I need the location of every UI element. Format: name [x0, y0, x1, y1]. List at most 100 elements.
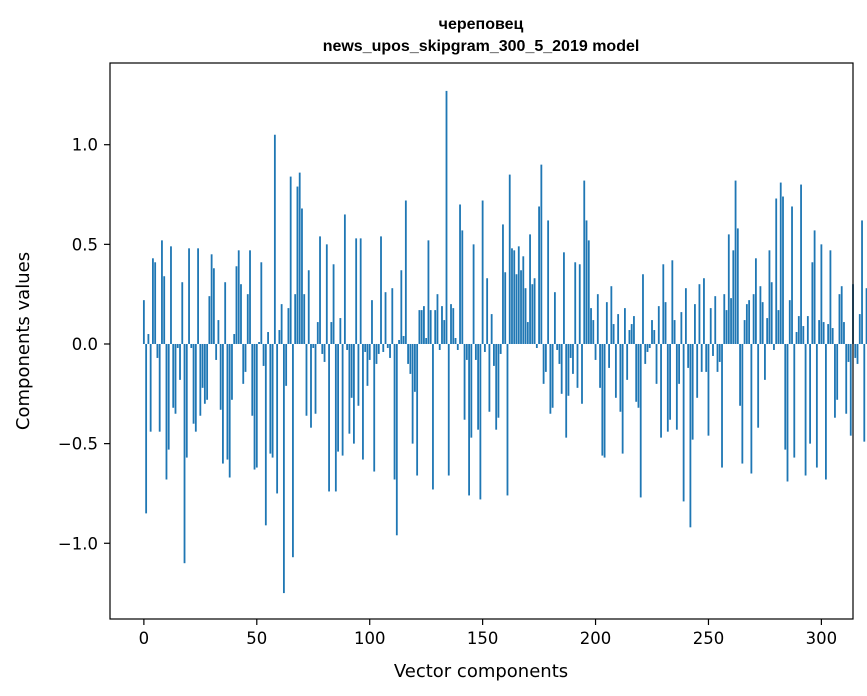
bar-262 — [734, 180, 737, 344]
bar-162 — [508, 174, 511, 344]
bar-103 — [375, 343, 378, 364]
bar-205 — [605, 302, 608, 344]
bar-59 — [276, 343, 279, 494]
bar-192 — [576, 343, 579, 388]
bar-216 — [630, 324, 633, 344]
bar-226 — [653, 330, 656, 344]
bar-58 — [273, 134, 276, 344]
bar-52 — [260, 262, 263, 344]
bar-264 — [739, 343, 741, 406]
x-tick-label: 0 — [139, 629, 150, 648]
bar-185 — [560, 343, 563, 394]
bar-317 — [858, 314, 861, 344]
bar-37 — [226, 343, 229, 460]
bar-137 — [452, 308, 455, 344]
bar-36 — [224, 282, 227, 344]
bar-289 — [795, 332, 798, 344]
bar-82 — [328, 343, 330, 492]
x-axis: 0 50 100 150 200 250 300 — [139, 619, 838, 648]
bar-30 — [210, 254, 213, 344]
bar-168 — [522, 256, 525, 344]
y-tick-label: 0.0 — [72, 335, 98, 354]
bar-125 — [425, 338, 428, 344]
bar-169 — [524, 288, 527, 344]
bar-184 — [558, 343, 561, 364]
bar-148 — [477, 343, 480, 430]
bar-156 — [495, 343, 498, 430]
bar-136 — [450, 304, 452, 344]
bar-278 — [770, 282, 773, 344]
bar-119 — [411, 343, 414, 444]
bar-6 — [156, 343, 159, 358]
bar-45 — [244, 343, 247, 372]
bar-311 — [845, 343, 848, 414]
bar-61 — [280, 304, 283, 344]
bar-228 — [657, 306, 660, 344]
bar-91 — [348, 343, 351, 434]
bar-197 — [587, 240, 590, 344]
bar-155 — [493, 343, 495, 366]
bar-233 — [669, 343, 671, 420]
bar-201 — [596, 294, 599, 344]
bar-313 — [849, 343, 852, 436]
bar-166 — [517, 246, 520, 344]
bar-101 — [371, 300, 373, 344]
y-axis: −1.0 −0.5 0.0 0.5 1.0 — [58, 136, 110, 553]
bar-145 — [470, 343, 473, 438]
bar-73 — [307, 270, 310, 344]
bar-294 — [806, 316, 809, 344]
bar-127 — [429, 310, 432, 344]
bar-74 — [310, 343, 312, 428]
bar-124 — [423, 306, 425, 344]
bar-42 — [237, 250, 240, 344]
bar-154 — [490, 314, 493, 344]
bar-176 — [540, 164, 543, 344]
bar-98 — [364, 343, 367, 352]
bar-253 — [714, 296, 717, 344]
bar-318 — [861, 220, 863, 344]
bar-49 — [253, 343, 256, 470]
bar-206 — [608, 343, 610, 368]
bar-204 — [603, 343, 606, 458]
y-tick-label: −0.5 — [58, 435, 98, 454]
bar-254 — [716, 343, 719, 372]
bar-53 — [262, 343, 265, 366]
bar-90 — [346, 343, 349, 350]
bar-173 — [533, 278, 536, 344]
bar-93 — [353, 343, 355, 444]
bar-224 — [648, 343, 651, 348]
bar-15 — [176, 343, 179, 348]
bar-229 — [660, 343, 662, 438]
bar-19 — [185, 343, 188, 458]
bar-17 — [181, 282, 184, 344]
bar-122 — [418, 310, 421, 344]
bar-243 — [691, 343, 694, 440]
bar-217 — [633, 316, 635, 344]
bar-202 — [599, 343, 601, 388]
bar-118 — [409, 343, 412, 374]
bar-235 — [673, 320, 676, 344]
bar-261 — [732, 250, 735, 344]
bar-9 — [163, 276, 166, 344]
bar-47 — [249, 250, 251, 344]
x-tick-label: 300 — [806, 629, 838, 648]
x-tick-label: 200 — [580, 629, 612, 648]
bar-187 — [565, 343, 568, 438]
bar-77 — [316, 322, 319, 344]
bar-160 — [504, 272, 507, 344]
bar-234 — [671, 260, 674, 344]
bar-180 — [549, 343, 552, 414]
bar-150 — [481, 200, 484, 344]
bar-140 — [459, 204, 461, 344]
bar-26 — [201, 343, 204, 388]
bar-146 — [472, 244, 475, 344]
bar-152 — [486, 278, 489, 344]
bar-31 — [212, 268, 215, 344]
bar-29 — [208, 296, 211, 344]
bar-307 — [836, 343, 839, 400]
bar-99 — [366, 343, 369, 386]
bar-83 — [330, 322, 333, 344]
bar-0 — [142, 300, 145, 344]
bar-72 — [305, 343, 308, 416]
